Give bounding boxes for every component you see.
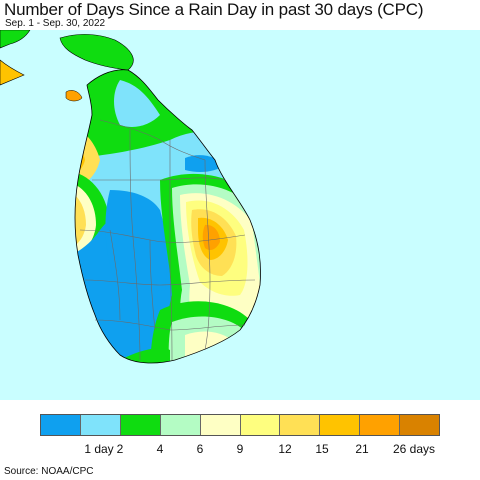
mannar-island bbox=[65, 90, 83, 102]
legend-label: 15 bbox=[315, 442, 329, 456]
legend-label: 6 bbox=[196, 442, 204, 456]
legend-swatch-1 bbox=[80, 415, 121, 435]
legend-swatch-3 bbox=[160, 415, 201, 435]
legend-swatch-0 bbox=[41, 415, 81, 435]
legend-label: 12 bbox=[278, 442, 292, 456]
rain-day-map bbox=[0, 30, 480, 400]
legend-label: 2 bbox=[116, 442, 124, 456]
legend-swatch-7 bbox=[320, 415, 361, 435]
legend-labels: 1 day 2 4 6 9 12 15 21 26 days bbox=[40, 442, 440, 456]
legend-label: 4 bbox=[156, 442, 164, 456]
legend-swatch-8 bbox=[360, 415, 401, 435]
island-outline bbox=[74, 69, 261, 364]
legend-label: 9 bbox=[236, 442, 244, 456]
legend-label: 21 bbox=[355, 442, 369, 456]
color-legend bbox=[40, 414, 440, 436]
source-credit: Source: NOAA/CPC bbox=[4, 466, 94, 477]
legend-swatch-4 bbox=[200, 415, 241, 435]
india-coast bbox=[0, 30, 31, 49]
legend-label: 1 day bbox=[84, 442, 114, 456]
district-boundaries bbox=[79, 119, 256, 361]
map-title: Number of Days Since a Rain Day in past … bbox=[4, 0, 424, 19]
legend-swatch-9 bbox=[400, 415, 440, 435]
india-coast-south bbox=[0, 59, 25, 86]
legend-swatch-6 bbox=[280, 415, 321, 435]
legend-swatch-5 bbox=[240, 415, 281, 435]
date-range: Sep. 1 - Sep. 30, 2022 bbox=[5, 18, 106, 29]
legend-label: 26 days bbox=[392, 442, 436, 456]
legend-swatch-2 bbox=[120, 415, 161, 435]
